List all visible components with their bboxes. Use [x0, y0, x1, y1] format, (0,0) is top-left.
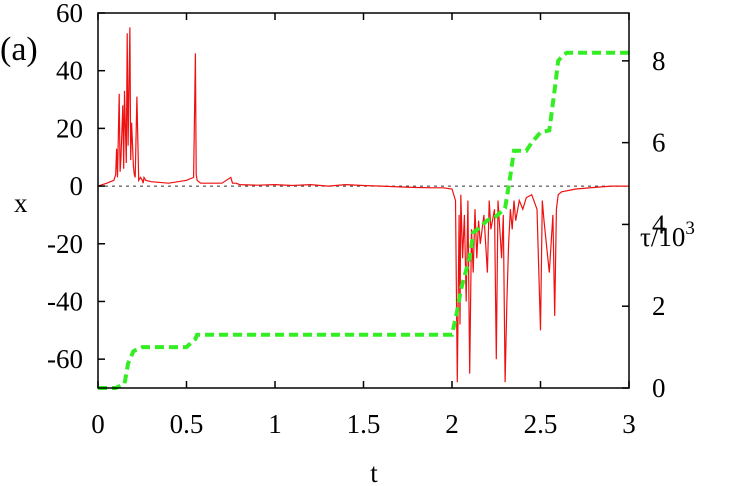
y-tick-label-left: 0	[70, 171, 84, 201]
x-tick-label: 0	[91, 409, 105, 439]
y-tick-label-right: 6	[652, 128, 666, 158]
y-tick-label-right: 8	[652, 46, 666, 76]
y-tick-label-left: 20	[56, 113, 83, 143]
y-tick-label-left: -20	[47, 229, 83, 259]
x-tick-label: 0.5	[170, 409, 204, 439]
y-tick-label-left: 40	[56, 56, 83, 86]
series-line-x	[97, 27, 629, 383]
y-tick-label-right: 4	[652, 209, 666, 239]
y-axis-label-right-exponent: 3	[685, 218, 695, 239]
x-tick-label: 2	[445, 409, 459, 439]
y-tick-label-left: -40	[47, 286, 83, 316]
panel-label: (a)	[0, 31, 38, 68]
x-tick-label: 3	[622, 409, 636, 439]
y-axis-label-right: τ/103	[640, 218, 695, 252]
x-tick-label: 1.5	[347, 409, 381, 439]
y-tick-label-left: -60	[47, 344, 83, 374]
series-line-tau	[98, 50, 629, 390]
x-tick-label: 1	[268, 409, 282, 439]
y-axis-label-right-base: τ/10	[640, 222, 685, 252]
y-tick-label-right: 0	[652, 373, 666, 403]
plot-marks	[97, 27, 629, 390]
axes: 0 0.5 1 1.5 2 2.5 3 60 40 20 0 -20 -40 -60 0 2 4 6 8	[47, 0, 666, 439]
plot-frame	[97, 12, 630, 389]
x-axis-label: t	[370, 458, 378, 486]
x-tick-label: 2.5	[524, 409, 558, 439]
y-axis-label-left: x	[14, 188, 28, 218]
y-tick-label-left: 60	[56, 0, 83, 28]
y-tick-label-right: 2	[652, 291, 666, 321]
